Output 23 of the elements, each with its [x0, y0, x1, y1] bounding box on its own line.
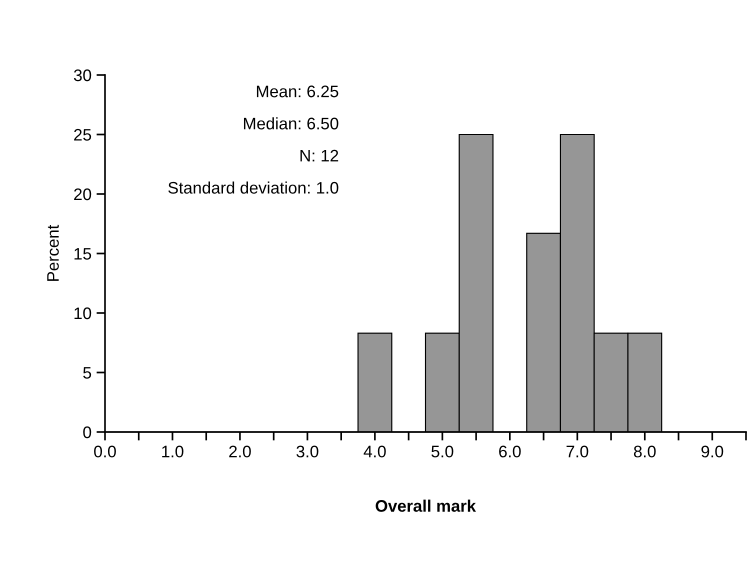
x-tick-label: 3.0: [296, 446, 318, 458]
annotation: N: 12: [300, 150, 338, 162]
x-tick-label: 6.0: [499, 446, 521, 458]
y-tick-label: 25: [74, 128, 92, 141]
annotation: Standard deviation: 1.0: [168, 181, 338, 194]
annotation: Mean: 6.25: [256, 86, 338, 98]
x-tick-label: 5.0: [431, 446, 454, 458]
x-tick-label: 0.0: [94, 446, 116, 458]
y-tick-label: 30: [74, 69, 92, 82]
x-tick-label: 1.0: [162, 446, 184, 458]
x-tick-label: 4.0: [364, 446, 386, 458]
y-tick-label: 10: [74, 307, 92, 320]
y-tick-label: 0: [83, 426, 92, 438]
y-tick-label: 20: [74, 188, 92, 200]
x-tick-label: 9.0: [701, 446, 724, 458]
x-tick-label: 8.0: [634, 446, 656, 458]
x-axis-title: Overall mark: [376, 500, 476, 512]
y-tick-label: 15: [74, 248, 92, 260]
x-tick-label: 7.0: [566, 446, 588, 458]
annotation: Median: 6.50: [244, 117, 338, 130]
y-tick-label: 5: [83, 367, 92, 379]
x-tick-label: 2.0: [229, 446, 251, 458]
y-axis-title: Percent: [47, 224, 59, 281]
